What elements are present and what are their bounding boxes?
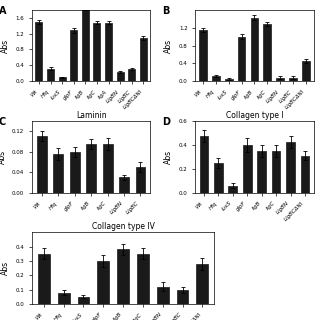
Bar [119,177,129,193]
Bar [214,163,223,193]
Bar [59,77,66,81]
Bar [37,136,47,193]
Bar [177,290,188,304]
Y-axis label: Abs: Abs [1,261,10,275]
Bar [257,151,266,193]
Title: Collagen type I: Collagen type I [226,111,283,120]
Bar [82,8,89,81]
Bar [77,297,89,304]
Bar [272,151,280,193]
Bar [58,292,70,304]
Bar [97,261,109,304]
Bar [200,136,208,193]
Text: D: D [162,117,170,127]
Bar [276,78,284,81]
Bar [199,30,207,81]
Title: Collagen type IV: Collagen type IV [92,222,155,231]
Bar [238,36,245,81]
Bar [103,144,113,193]
Bar [157,287,169,304]
Bar [140,37,147,81]
Bar [128,69,135,81]
Bar [225,79,233,81]
Y-axis label: Abs: Abs [1,38,10,52]
Bar [105,23,112,81]
Text: B: B [162,6,170,16]
Bar [286,142,295,193]
Bar [36,21,43,81]
Y-axis label: Abs: Abs [0,150,6,164]
Bar [137,254,149,304]
Bar [136,167,145,193]
Bar [38,254,50,304]
Bar [47,68,54,81]
Bar [70,30,77,81]
Text: A: A [0,6,6,16]
Bar [212,76,220,81]
Bar [53,154,63,193]
Bar [70,152,80,193]
Bar [302,61,310,81]
Bar [300,156,309,193]
Bar [289,78,297,81]
Bar [243,145,252,193]
Bar [228,186,237,193]
Y-axis label: Abs: Abs [164,150,173,164]
Text: C: C [0,117,6,127]
Bar [251,18,258,81]
Bar [117,72,124,81]
Title: Laminin: Laminin [76,111,107,120]
Bar [263,24,271,81]
Bar [196,264,208,304]
Bar [93,23,100,81]
Y-axis label: Abs: Abs [164,38,173,52]
Bar [86,144,96,193]
Bar [117,249,129,304]
